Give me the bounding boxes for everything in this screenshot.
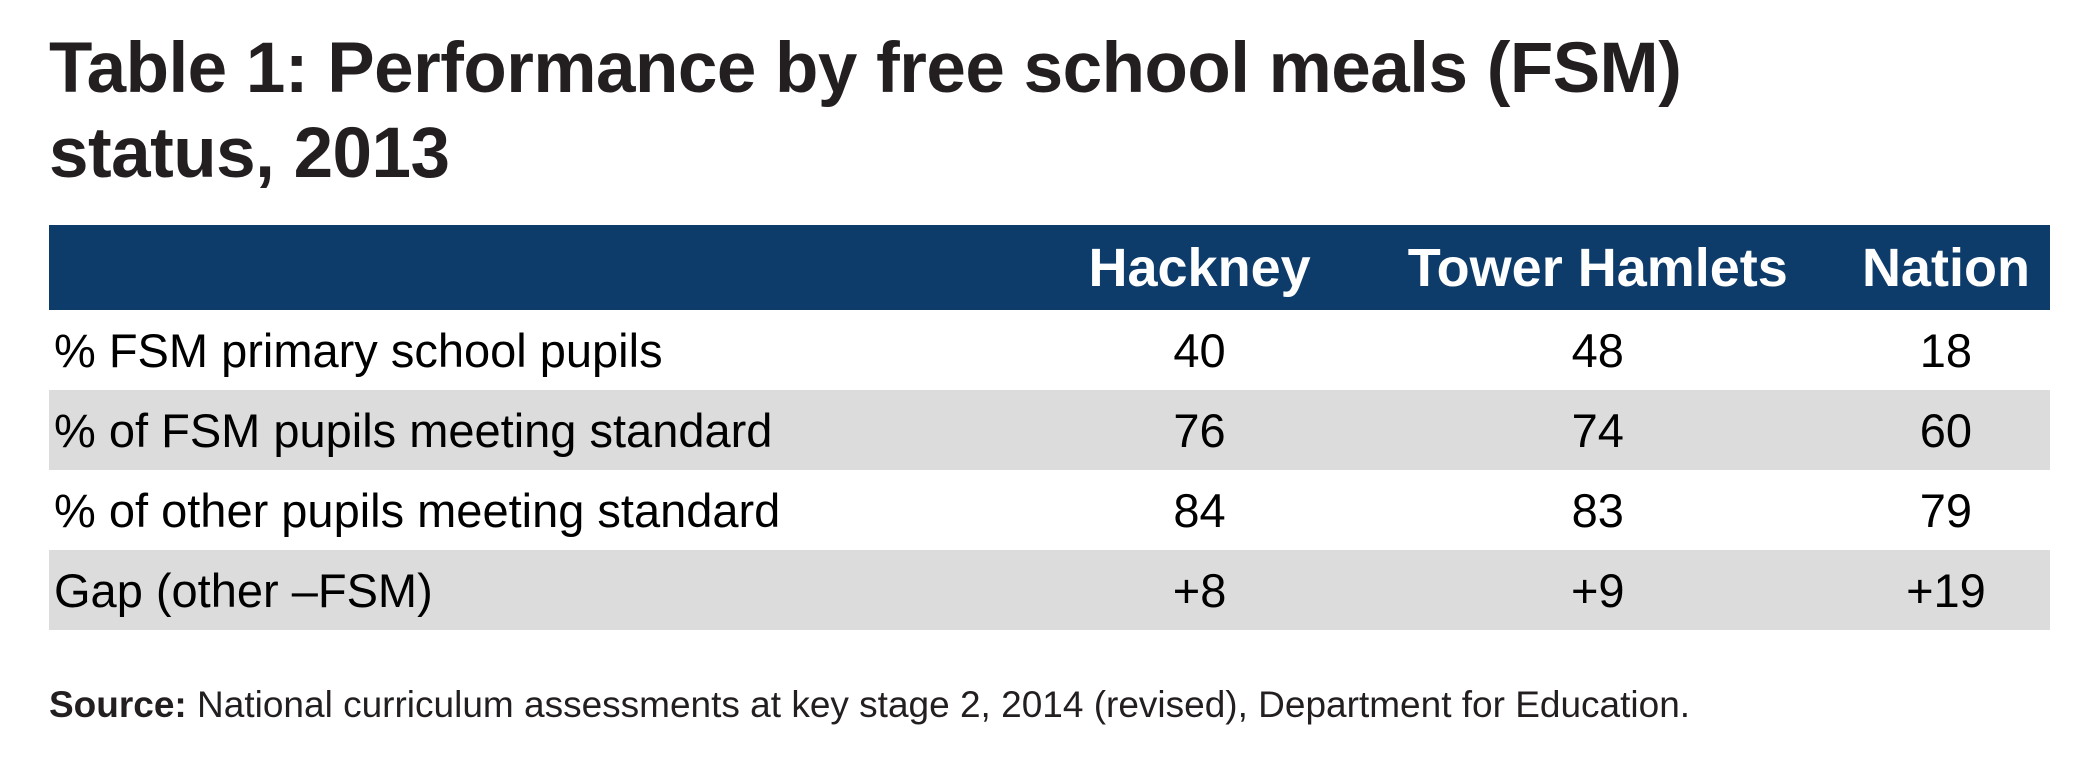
table-row-gap: Gap (other –FSM) +8 +9 +19 xyxy=(49,550,2050,630)
row-label: Gap (other –FSM) xyxy=(54,563,433,617)
column-header-nation: Nation xyxy=(1861,237,2030,298)
cell-hackney: 40 xyxy=(1173,323,1226,377)
cell-tower-hamlets: 83 xyxy=(1571,483,1624,537)
table-row-other-meeting-standard: % of other pupils meeting standard 84 83… xyxy=(49,470,2050,550)
column-header-hackney: Hackney xyxy=(1088,237,1311,298)
cell-hackney: 84 xyxy=(1173,483,1226,537)
row-label: % of FSM pupils meeting standard xyxy=(54,403,773,457)
column-header-blank xyxy=(49,225,1046,310)
page-title-line-2: status, 2013 xyxy=(49,114,450,193)
cell-tower-hamlets: +9 xyxy=(1570,563,1625,617)
cell-hackney: +8 xyxy=(1172,563,1227,617)
column-header-tower-hamlets: Tower Hamlets xyxy=(1407,237,1788,298)
table-row-fsm-meeting-standard: % of FSM pupils meeting standard 76 74 6… xyxy=(49,390,2050,470)
source-note: Source: National curriculum assessments … xyxy=(49,682,2050,727)
source-text: National curriculum assessments at key s… xyxy=(197,684,1691,725)
source-label: Source: xyxy=(49,684,187,725)
row-label: % FSM primary school pupils xyxy=(54,323,663,377)
table-header-row: Hackney Tower Hamlets Nation xyxy=(49,225,2050,310)
cell-nation: 79 xyxy=(1919,483,1973,537)
cell-nation: 60 xyxy=(1919,403,1973,457)
fsm-performance-table: Hackney Tower Hamlets Nation % FSM prima… xyxy=(49,225,2050,630)
cell-nation: +19 xyxy=(1906,563,1986,617)
page-title-line-1: Table 1: Performance by free school meal… xyxy=(49,29,1682,108)
table-row-fsm-pupils: % FSM primary school pupils 40 48 18 xyxy=(49,310,2050,390)
row-label: % of other pupils meeting standard xyxy=(54,483,781,537)
page-title: Table 1: Performance by free school meal… xyxy=(49,26,2050,196)
cell-tower-hamlets: 48 xyxy=(1571,323,1624,377)
cell-hackney: 76 xyxy=(1173,403,1226,457)
cell-nation: 18 xyxy=(1919,323,1973,377)
cell-tower-hamlets: 74 xyxy=(1571,403,1624,457)
